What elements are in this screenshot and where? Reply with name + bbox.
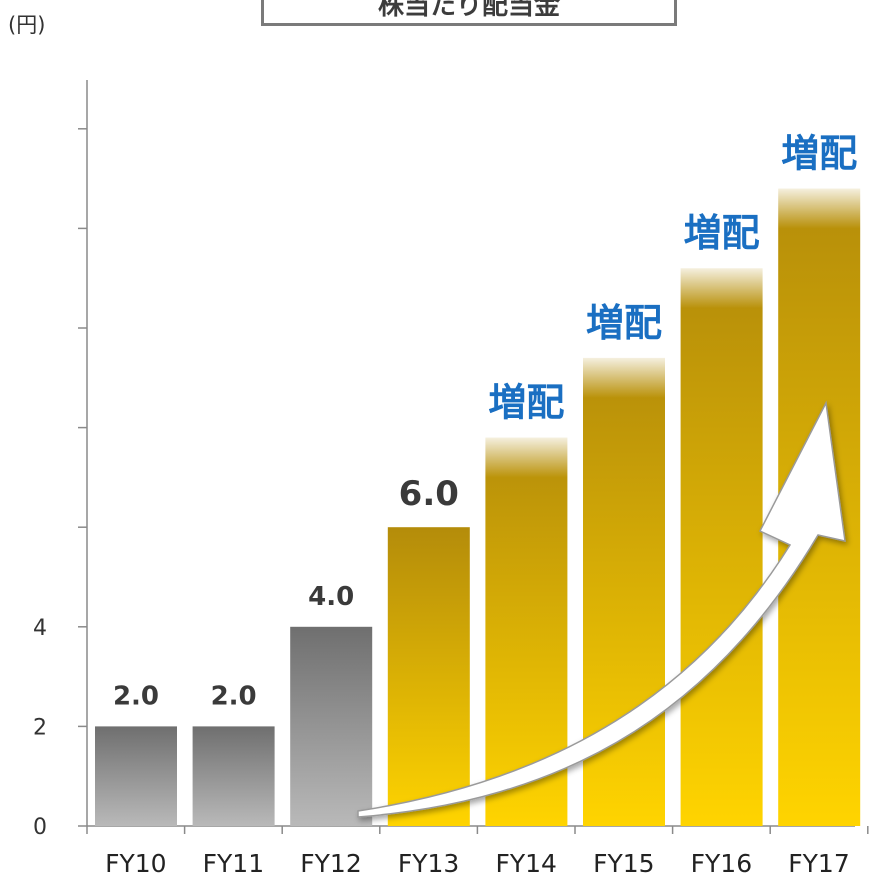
x-tick-label: FY13 (398, 849, 459, 878)
increase-label: 増配 (488, 381, 564, 425)
y-tick-label: 2 (33, 715, 47, 740)
chart-title: 株当たり配当金 (377, 0, 560, 21)
value-label: 6.0 (399, 474, 459, 514)
x-tick-label: FY16 (691, 849, 752, 878)
bar-fy16 (680, 268, 763, 826)
bar-fy10 (95, 726, 177, 826)
bar-fade (674, 262, 769, 309)
x-tick-label: FY10 (105, 849, 166, 878)
x-tick-labels: FY10 FY11 FY12 FY13 FY14 FY15 FY16 FY17 (105, 849, 850, 878)
x-tick-label: FY14 (495, 849, 556, 878)
value-label: 4.0 (308, 582, 354, 612)
growth-arrow (357, 400, 846, 818)
x-tick-label: FY12 (300, 849, 361, 878)
value-label: 2.0 (113, 681, 159, 711)
bar-fy15 (583, 357, 665, 826)
chart-title-box: 株当たり配当金 (261, 0, 677, 26)
bar-fade (772, 182, 867, 229)
increase-label: 増配 (684, 211, 760, 255)
y-tick-label: 4 (33, 616, 47, 641)
bar-fade (577, 351, 671, 398)
x-tick-label: FY11 (203, 849, 264, 878)
value-label: 2.0 (211, 681, 257, 711)
bar-fy13 (387, 527, 470, 826)
x-tick-label: FY17 (788, 849, 849, 878)
bar-fade (479, 431, 574, 478)
y-tick-label: 0 (33, 815, 47, 840)
increase-label: 増配 (781, 132, 857, 176)
bar-fy12 (290, 626, 373, 826)
increase-label: 増配 (586, 301, 662, 345)
y-axis-unit: (円) (8, 13, 46, 37)
bars (95, 182, 867, 826)
bar-fy11 (192, 726, 275, 826)
x-tick-label: FY15 (593, 849, 654, 878)
